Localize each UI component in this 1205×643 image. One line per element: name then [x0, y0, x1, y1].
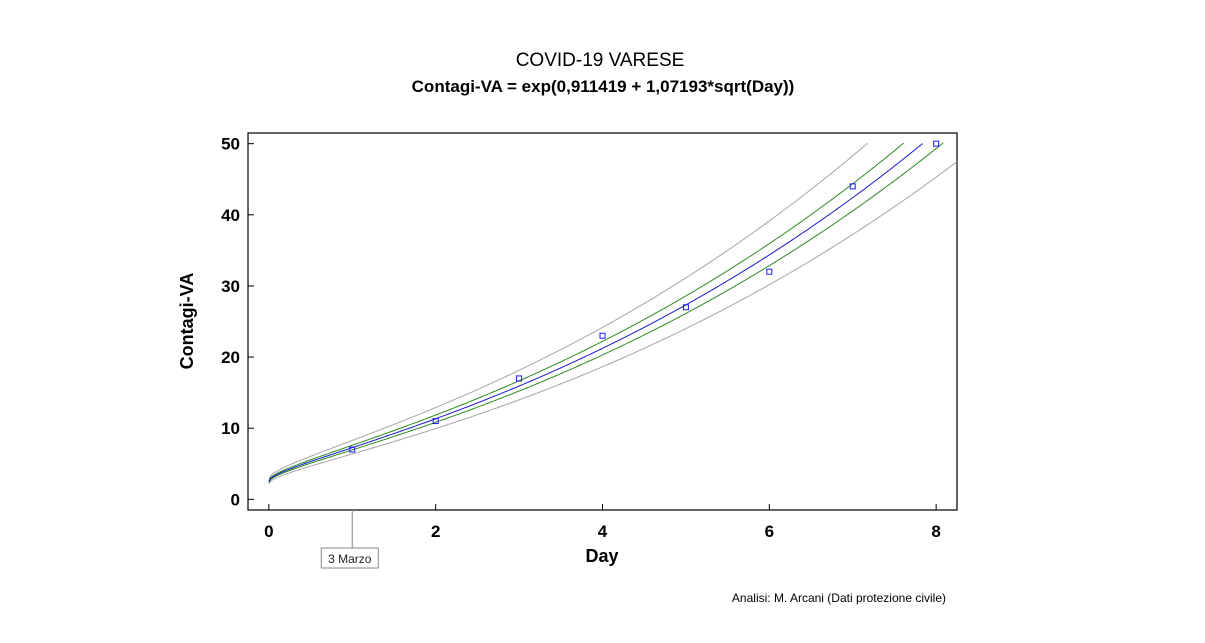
fit-line [268, 143, 923, 482]
y-tick-label: 40 [221, 206, 240, 225]
data-point [516, 375, 523, 382]
points-group [349, 140, 940, 453]
confidence-lower [268, 142, 944, 483]
prediction-upper [268, 142, 868, 480]
x-tick-label: 6 [765, 522, 774, 541]
annotation-label: 3 Marzo [328, 552, 372, 566]
data-point [599, 332, 606, 339]
prediction-lower [268, 161, 958, 485]
x-tick-label: 8 [931, 522, 940, 541]
x-ticks: 0 2 4 6 8 [264, 504, 941, 541]
data-point [849, 183, 856, 190]
y-ticks: 0 10 20 30 40 50 [221, 135, 254, 509]
x-tick-label: 0 [264, 522, 273, 541]
curves-group [268, 142, 958, 485]
chart-title: COVID-19 VARESE [516, 50, 685, 71]
date-annotation: 3 Marzo [320, 510, 379, 569]
footnote: Analisi: M. Arcani (Dati protezione civi… [732, 591, 946, 605]
y-tick-label: 10 [221, 419, 240, 438]
chart-subtitle: Contagi-VA = exp(0,911419 + 1,07193*sqrt… [412, 77, 795, 96]
y-tick-label: 30 [221, 277, 240, 296]
y-axis-label: Contagi-VA [177, 273, 197, 370]
annotation-box [320, 547, 379, 569]
data-point [432, 418, 439, 425]
x-axis-label: Day [585, 546, 618, 566]
data-point [766, 268, 773, 275]
y-tick-label: 20 [221, 348, 240, 367]
data-point [933, 140, 940, 147]
y-tick-label: 50 [221, 135, 240, 154]
x-tick-label: 2 [431, 522, 440, 541]
x-tick-label: 4 [598, 522, 608, 541]
confidence-upper [268, 142, 904, 482]
data-point [349, 446, 356, 453]
data-point [682, 304, 689, 311]
y-tick-label: 0 [231, 490, 240, 509]
